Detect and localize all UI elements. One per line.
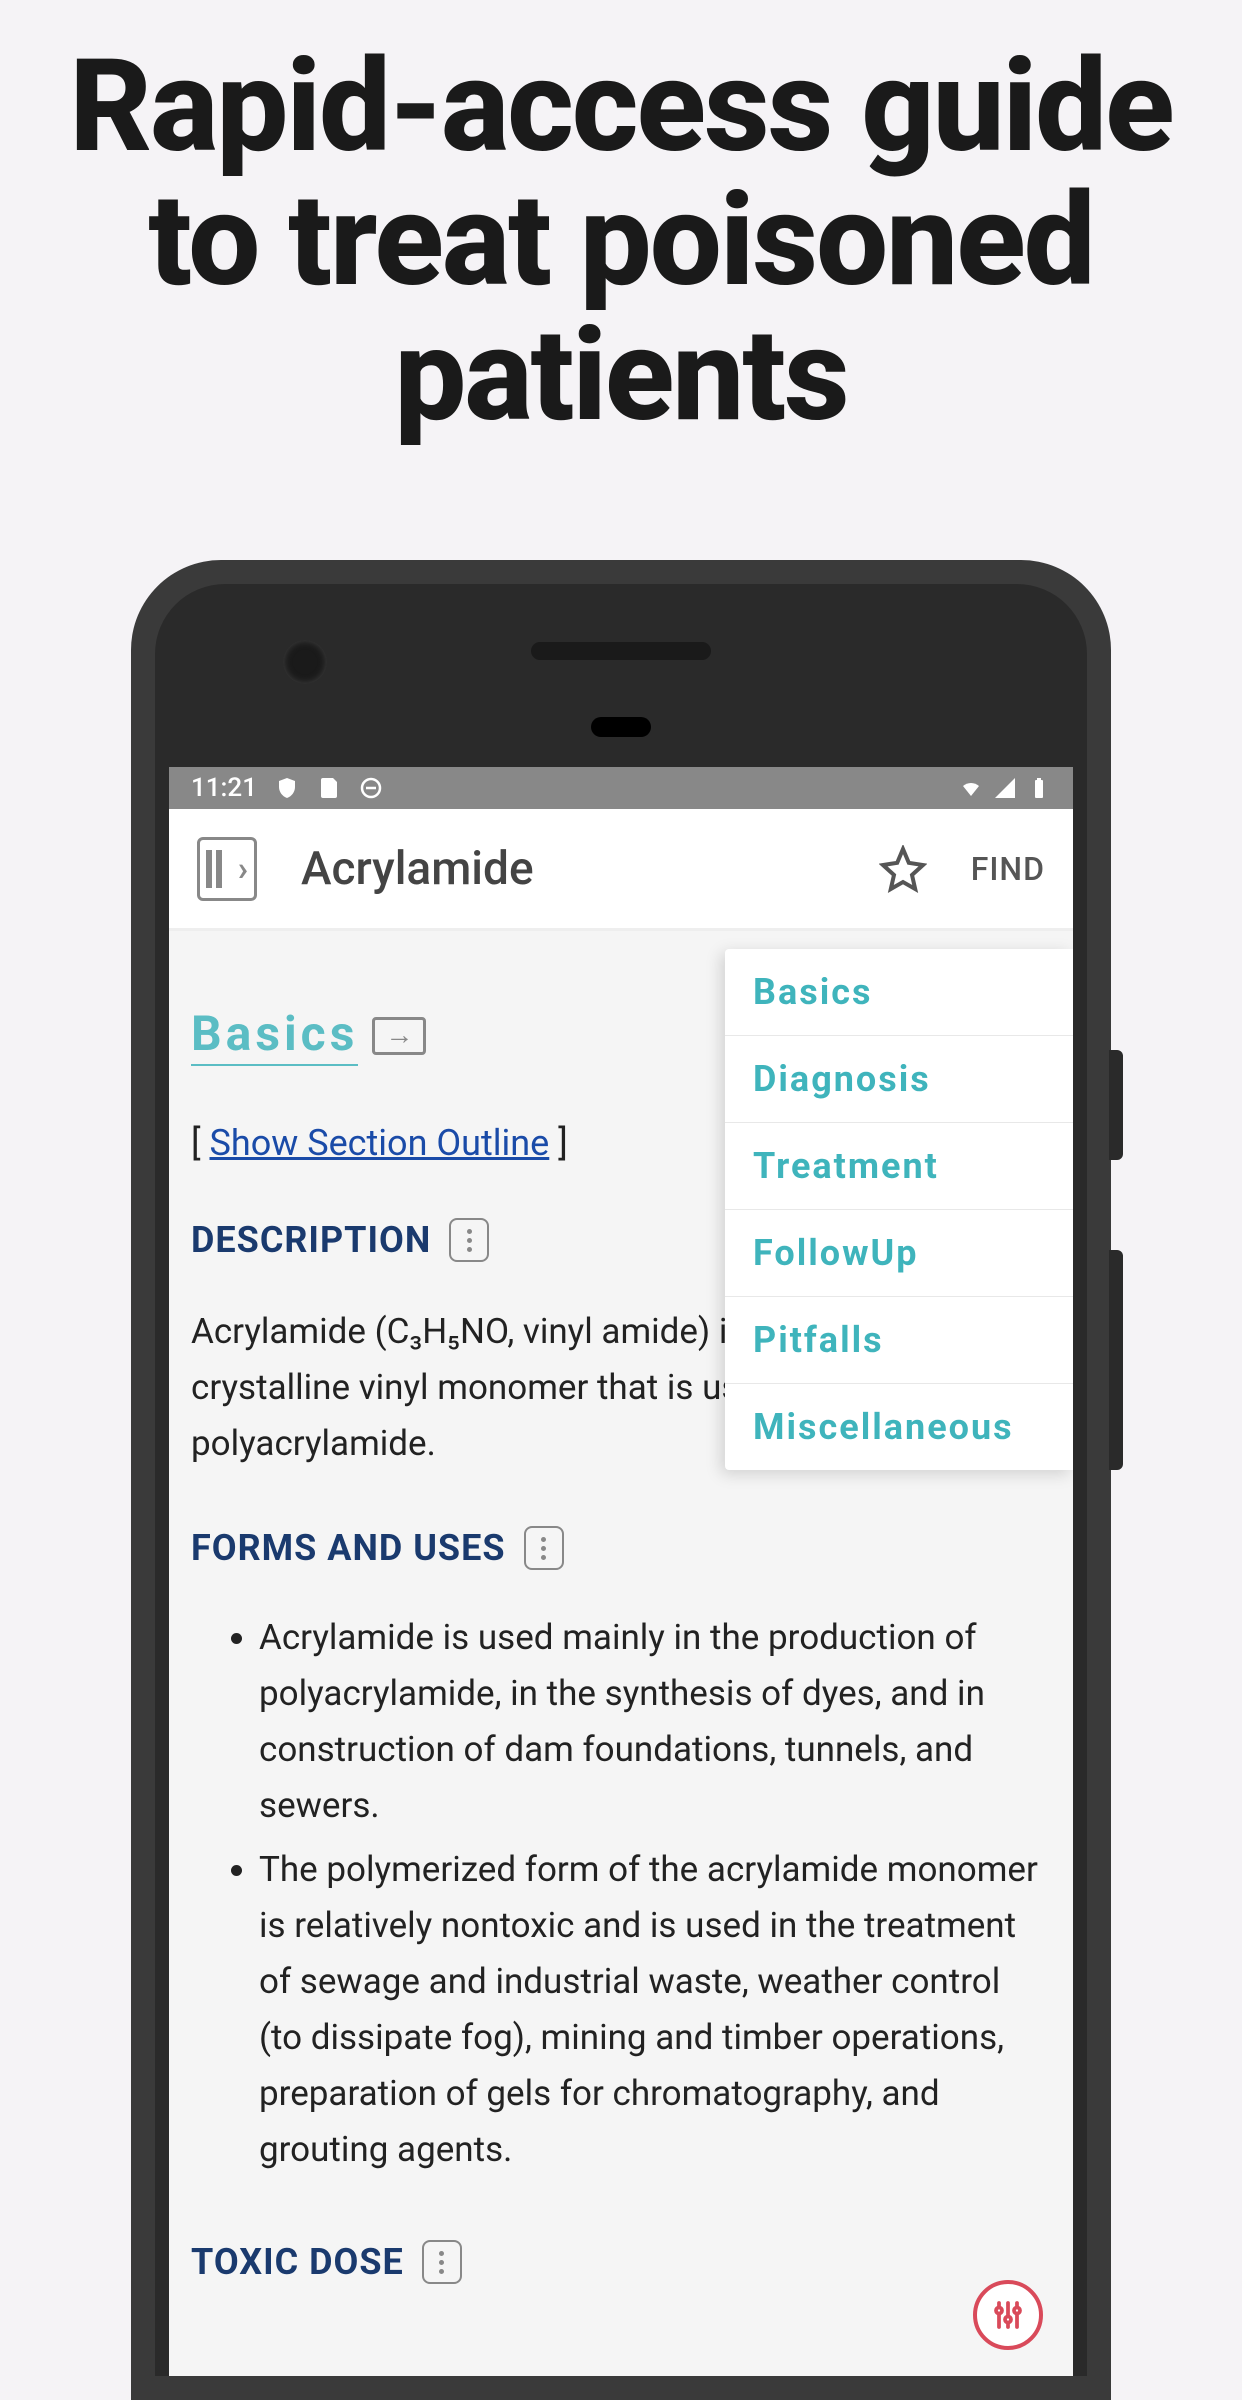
outline-bracket-left: [ (191, 1122, 209, 1164)
phone-speaker (531, 642, 711, 660)
list-item: The polymerized form of the acrylamide m… (259, 1842, 1051, 2178)
battery-icon (1027, 776, 1051, 800)
nav-item-pitfalls[interactable]: Pitfalls (725, 1297, 1073, 1384)
sliders-icon (990, 2297, 1026, 2333)
phone-side-button-bottom (1109, 1250, 1123, 1470)
subsection-toxic-header: TOXIC DOSE (169, 2186, 1073, 2284)
promo-headline: Rapid-access guide to treat poisoned pat… (0, 0, 1242, 443)
toc-button[interactable] (197, 837, 257, 901)
more-options-button[interactable] (524, 1526, 564, 1570)
subsection-toxic-title: TOXIC DOSE (191, 2241, 404, 2283)
screen: 11:21 Acrylamide FIND (169, 767, 1073, 2376)
content-area[interactable]: Basics [ Show Section Outline ] DESCRIPT… (169, 931, 1073, 2376)
nav-item-diagnosis[interactable]: Diagnosis (725, 1036, 1073, 1123)
section-expand-icon[interactable] (372, 1017, 426, 1055)
find-button[interactable]: FIND (971, 850, 1045, 888)
phone-side-button-top (1109, 1050, 1123, 1160)
section-nav-menu: Basics Diagnosis Treatment FollowUp Pitf… (725, 949, 1073, 1470)
more-options-button[interactable] (422, 2240, 462, 2284)
forms-bullet-list: Acrylamide is used mainly in the product… (169, 1570, 1073, 2178)
phone-camera (283, 640, 327, 684)
favorite-button[interactable] (879, 845, 927, 893)
phone-frame: 11:21 Acrylamide FIND (131, 560, 1111, 2400)
list-item: Acrylamide is used mainly in the product… (259, 1610, 1051, 1834)
phone-bezel: 11:21 Acrylamide FIND (155, 584, 1087, 2376)
nav-item-miscellaneous[interactable]: Miscellaneous (725, 1384, 1073, 1470)
show-outline-link[interactable]: Show Section Outline (209, 1122, 549, 1164)
outline-bracket-right: ] (549, 1122, 567, 1164)
status-bar: 11:21 (169, 767, 1073, 809)
subsection-description-title: DESCRIPTION (191, 1219, 431, 1261)
nav-item-followup[interactable]: FollowUp (725, 1210, 1073, 1297)
settings-fab[interactable] (973, 2280, 1043, 2350)
dnd-icon (359, 776, 383, 800)
section-title: Basics (191, 1005, 358, 1066)
phone-sensor-pill (591, 717, 651, 737)
sd-card-icon (317, 776, 341, 800)
cellular-icon (993, 776, 1017, 800)
subsection-forms-header: FORMS AND USES (169, 1472, 1073, 1570)
app-header: Acrylamide FIND (169, 809, 1073, 931)
page-title: Acrylamide (301, 842, 835, 896)
subsection-forms-title: FORMS AND USES (191, 1527, 506, 1569)
shield-icon (275, 776, 299, 800)
wifi-icon (959, 776, 983, 800)
more-options-button[interactable] (449, 1218, 489, 1262)
nav-item-treatment[interactable]: Treatment (725, 1123, 1073, 1210)
status-time: 11:21 (191, 773, 257, 803)
nav-item-basics[interactable]: Basics (725, 949, 1073, 1036)
